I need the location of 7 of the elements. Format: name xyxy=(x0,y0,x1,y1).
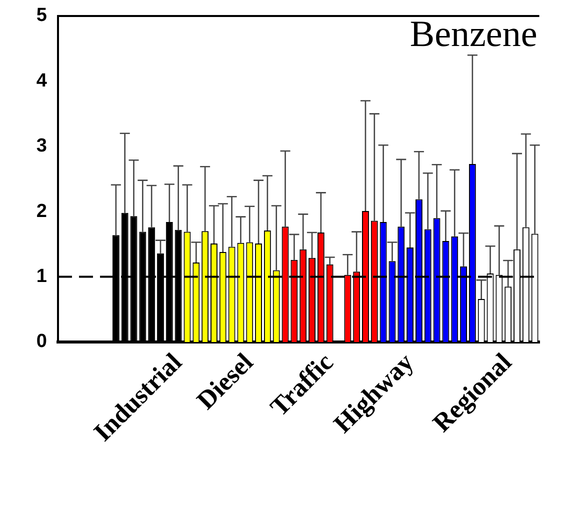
annotation: Benzene xyxy=(410,14,538,56)
y-tick-label: 1 xyxy=(36,266,48,288)
y-tick-label: 4 xyxy=(36,70,48,92)
y-tick-label: 3 xyxy=(36,136,47,157)
y-tick-label: 5 xyxy=(36,5,48,26)
y-tick-label: 2 xyxy=(36,200,47,222)
y-tick-label: 0 xyxy=(36,331,47,352)
